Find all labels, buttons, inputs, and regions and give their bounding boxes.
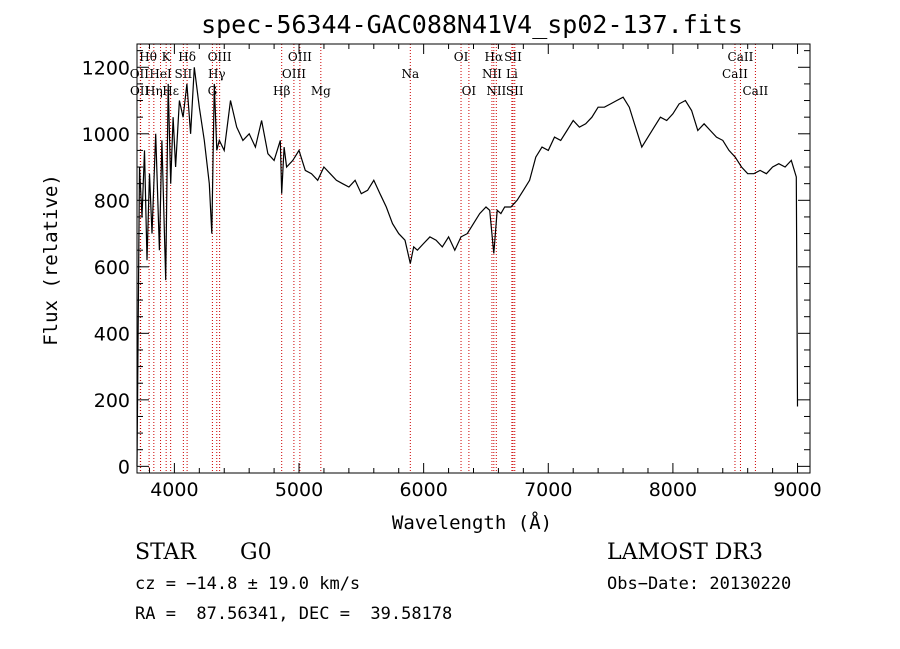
line-label-H_delta: Hδ (178, 50, 196, 64)
line-label-NII-6548: NII (482, 67, 502, 81)
x-tick-label: 8000 (649, 479, 697, 501)
line-label-CaII-8662: CaII (742, 84, 768, 98)
line-label-NII-6583: NII (486, 84, 506, 98)
observation-date: Obs−Date: 20130220 (607, 574, 792, 594)
x-tick-label: 7000 (524, 479, 572, 501)
line-label-OI-6363: OI (462, 84, 477, 98)
line-label-OI-6300: OI (454, 50, 469, 64)
y-axis-label: Flux (relative) (40, 174, 62, 346)
line-label-H_alpha: Hα (485, 50, 504, 64)
line-label-CaII-8542: CaII (728, 50, 754, 64)
coordinates: RA = 87.56341, DEC = 39.58178 (135, 604, 453, 624)
line-label-OII-3727: OII (130, 67, 150, 81)
emission-lines (139, 44, 756, 473)
y-tick-label: 200 (94, 390, 130, 412)
line-label-CaII-8498: CaII (722, 67, 748, 81)
line-label-OIII-4363: OIII (208, 50, 232, 64)
y-tick-label: 0 (118, 456, 130, 478)
line-label-OIII-5007: OIII (288, 50, 312, 64)
x-tick-label: 5000 (275, 479, 323, 501)
survey-name: LAMOST DR3 (607, 540, 763, 565)
object-subclass: G0 (240, 540, 272, 565)
x-tick-label: 4000 (150, 479, 198, 501)
y-tick-label: 1200 (82, 57, 130, 79)
line-label-Li: Li (506, 67, 518, 81)
x-tick-label: 6000 (399, 479, 447, 501)
chart-title: spec-56344-GAC088N41V4_sp02-137.fits (201, 10, 743, 39)
plot-frame (136, 43, 811, 474)
y-tick-label: 600 (94, 257, 130, 279)
x-axis-label: Wavelength (Å) (392, 511, 552, 534)
line-label-K: K (162, 50, 172, 64)
line-label-G: G (208, 84, 218, 98)
line-label-SII-6717: SII (504, 50, 522, 64)
redshift-cz: cz = −14.8 ± 19.0 km/s (135, 574, 361, 594)
line-label-OII-3729: OII (130, 84, 150, 98)
line-label-SII-4072: SII (175, 67, 193, 81)
line-label-Mg: Mg (311, 84, 331, 98)
line-label-H_beta: Hβ (273, 84, 290, 98)
object-class: STAR (135, 540, 196, 565)
line-label-H_gamma: Hγ (208, 67, 226, 81)
x-tick-label: 9000 (773, 479, 821, 501)
line-label-Na: Na (401, 67, 419, 81)
line-label-HeI-3889: HeI (149, 67, 172, 81)
y-tick-label: 1000 (82, 124, 130, 146)
y-tick-label: 400 (94, 323, 130, 345)
line-label-H_theta: Hθ (139, 50, 157, 64)
y-tick-label: 800 (94, 190, 130, 212)
line-label-OIII-4959: OIII (282, 67, 306, 81)
axis-ticks: 4000 5000 6000 7000 8000 9000 0 200 400 600 800 100… (82, 44, 822, 501)
spectrum-line (136, 67, 799, 467)
line-label-H_epsilon: Hε (162, 84, 179, 98)
line-label-H_eta: Hη (145, 84, 163, 98)
line-label-SII-6731: SII (506, 84, 524, 98)
